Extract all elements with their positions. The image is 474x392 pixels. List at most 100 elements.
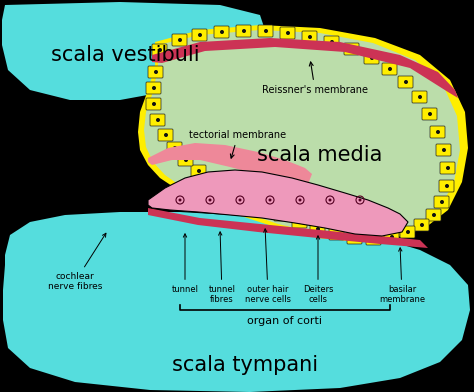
FancyBboxPatch shape [384, 231, 399, 243]
Ellipse shape [372, 237, 376, 241]
FancyBboxPatch shape [221, 184, 236, 196]
Ellipse shape [198, 33, 202, 37]
Ellipse shape [268, 198, 272, 201]
FancyBboxPatch shape [274, 209, 289, 221]
Ellipse shape [179, 198, 182, 201]
Ellipse shape [298, 220, 302, 224]
Ellipse shape [173, 146, 177, 150]
Ellipse shape [404, 80, 408, 84]
Text: scala tympani: scala tympani [172, 355, 318, 375]
Ellipse shape [156, 118, 160, 122]
Text: organ of corti: organ of corti [247, 316, 322, 326]
FancyBboxPatch shape [302, 31, 317, 43]
Ellipse shape [442, 148, 446, 152]
Ellipse shape [353, 236, 357, 240]
FancyBboxPatch shape [205, 175, 220, 187]
FancyBboxPatch shape [280, 27, 295, 39]
FancyBboxPatch shape [344, 43, 359, 55]
FancyBboxPatch shape [167, 142, 182, 154]
Ellipse shape [308, 35, 312, 39]
FancyBboxPatch shape [414, 219, 429, 231]
Ellipse shape [220, 30, 224, 34]
FancyBboxPatch shape [324, 36, 339, 48]
FancyBboxPatch shape [430, 126, 445, 138]
Ellipse shape [164, 133, 168, 137]
FancyBboxPatch shape [439, 180, 454, 192]
FancyBboxPatch shape [400, 226, 415, 238]
FancyBboxPatch shape [148, 66, 163, 78]
Ellipse shape [446, 166, 450, 170]
FancyBboxPatch shape [191, 165, 206, 177]
Polygon shape [148, 143, 312, 184]
Ellipse shape [178, 38, 182, 42]
Polygon shape [138, 25, 468, 242]
Ellipse shape [428, 112, 432, 116]
FancyBboxPatch shape [236, 25, 251, 37]
Ellipse shape [436, 130, 440, 134]
FancyBboxPatch shape [256, 201, 271, 213]
Ellipse shape [244, 197, 248, 201]
Ellipse shape [299, 198, 301, 201]
Ellipse shape [211, 179, 215, 183]
FancyBboxPatch shape [238, 193, 253, 205]
FancyBboxPatch shape [258, 25, 273, 37]
Ellipse shape [328, 198, 331, 201]
Ellipse shape [388, 67, 392, 71]
FancyBboxPatch shape [426, 209, 441, 221]
Ellipse shape [158, 48, 162, 52]
Ellipse shape [209, 198, 211, 201]
Ellipse shape [197, 169, 201, 173]
FancyBboxPatch shape [434, 196, 449, 208]
FancyBboxPatch shape [152, 44, 167, 56]
Polygon shape [2, 2, 265, 100]
Ellipse shape [238, 198, 241, 201]
Ellipse shape [350, 47, 354, 51]
Ellipse shape [316, 227, 320, 231]
FancyBboxPatch shape [146, 98, 161, 110]
Ellipse shape [358, 198, 362, 201]
Text: scala vestibuli: scala vestibuli [51, 45, 199, 65]
Text: Deiters
cells: Deiters cells [303, 236, 333, 305]
Ellipse shape [286, 31, 290, 35]
FancyBboxPatch shape [422, 108, 437, 120]
Text: basilar
membrane: basilar membrane [379, 248, 425, 305]
Ellipse shape [390, 235, 394, 239]
Ellipse shape [152, 102, 156, 106]
Ellipse shape [227, 188, 231, 192]
Polygon shape [148, 170, 408, 236]
FancyBboxPatch shape [292, 216, 307, 228]
Ellipse shape [440, 200, 444, 204]
FancyBboxPatch shape [310, 223, 325, 235]
Ellipse shape [445, 184, 449, 188]
Polygon shape [152, 38, 458, 98]
FancyBboxPatch shape [364, 52, 379, 64]
Ellipse shape [406, 230, 410, 234]
FancyBboxPatch shape [412, 91, 427, 103]
Ellipse shape [420, 223, 424, 227]
Ellipse shape [152, 86, 156, 90]
FancyBboxPatch shape [436, 144, 451, 156]
Ellipse shape [418, 95, 422, 99]
Polygon shape [144, 30, 460, 237]
FancyBboxPatch shape [440, 162, 455, 174]
Text: cochlear
nerve fibres: cochlear nerve fibres [48, 233, 106, 291]
Text: tectorial membrane: tectorial membrane [190, 130, 287, 158]
FancyBboxPatch shape [150, 114, 165, 126]
Ellipse shape [242, 29, 246, 33]
Text: tunnel: tunnel [172, 234, 199, 294]
Ellipse shape [262, 205, 266, 209]
FancyBboxPatch shape [366, 233, 381, 245]
Ellipse shape [330, 40, 334, 44]
FancyBboxPatch shape [398, 76, 413, 88]
FancyBboxPatch shape [382, 63, 397, 75]
Text: scala media: scala media [257, 145, 383, 165]
Text: outer hair
nerve cells: outer hair nerve cells [245, 229, 291, 305]
FancyBboxPatch shape [158, 129, 173, 141]
Ellipse shape [335, 232, 339, 236]
Polygon shape [148, 208, 428, 248]
FancyBboxPatch shape [178, 154, 193, 166]
FancyBboxPatch shape [192, 29, 207, 41]
Polygon shape [3, 212, 470, 392]
FancyBboxPatch shape [172, 34, 187, 46]
FancyBboxPatch shape [329, 228, 344, 240]
